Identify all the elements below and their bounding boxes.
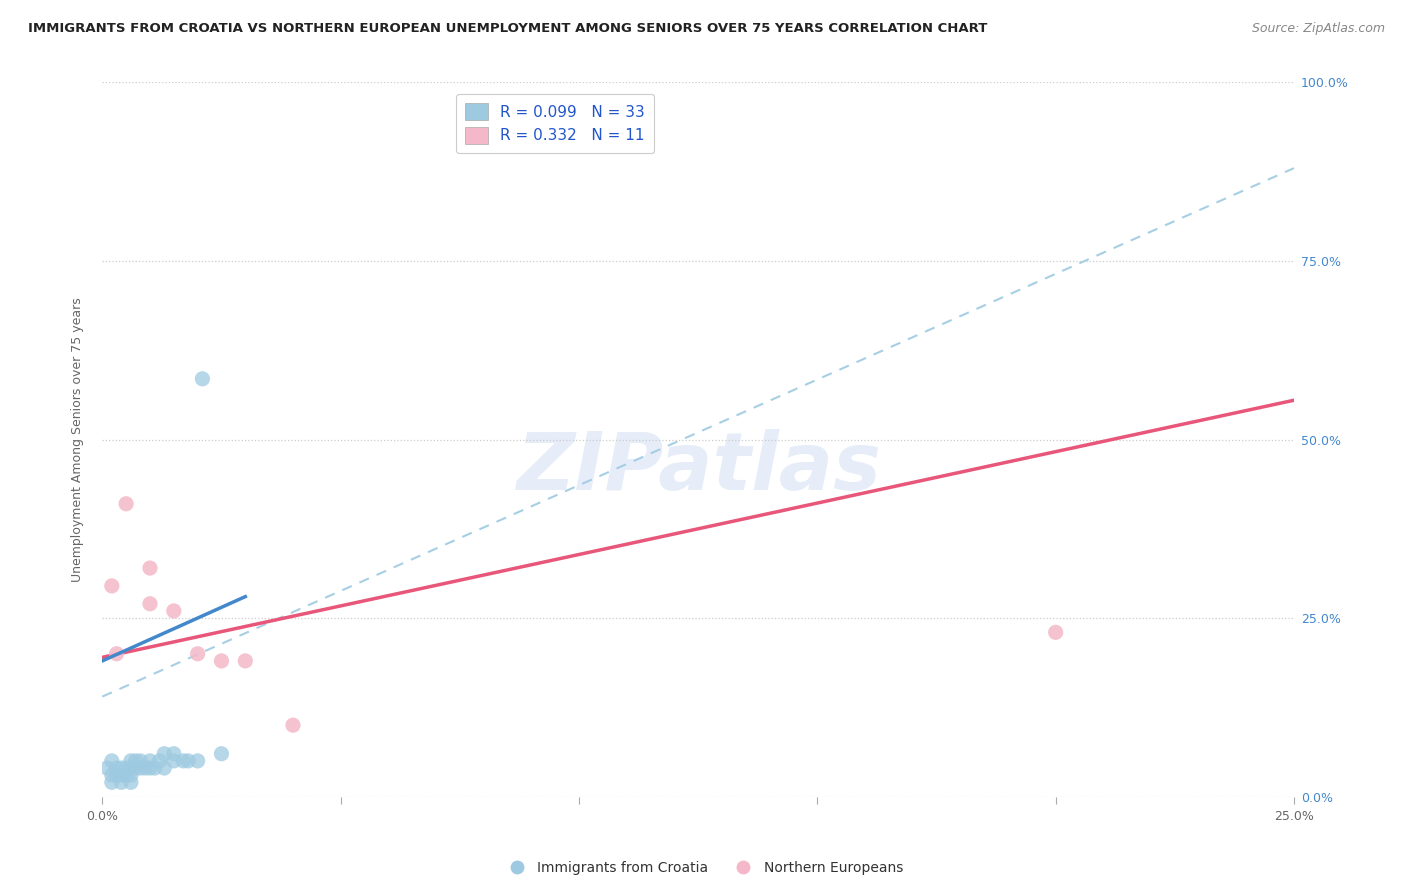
- Point: [139, 597, 162, 611]
- Text: IMMIGRANTS FROM CROATIA VS NORTHERN EUROPEAN UNEMPLOYMENT AMONG SENIORS OVER 75 : IMMIGRANTS FROM CROATIA VS NORTHERN EURO…: [28, 22, 987, 36]
- Point: [105, 768, 128, 782]
- Point: [96, 761, 118, 775]
- Point: [129, 761, 152, 775]
- Point: [139, 561, 162, 575]
- Point: [153, 747, 176, 761]
- Legend: R = 0.099   N = 33, R = 0.332   N = 11: R = 0.099 N = 33, R = 0.332 N = 11: [456, 94, 654, 153]
- Point: [110, 761, 132, 775]
- Point: [211, 654, 233, 668]
- Point: [105, 761, 128, 775]
- Point: [172, 754, 194, 768]
- Point: [120, 754, 142, 768]
- Point: [139, 754, 162, 768]
- Point: [101, 768, 124, 782]
- Point: [143, 761, 166, 775]
- Point: [101, 579, 124, 593]
- Point: [124, 754, 146, 768]
- Point: [110, 768, 132, 782]
- Point: [163, 747, 186, 761]
- Point: [110, 775, 132, 789]
- Legend: Immigrants from Croatia, Northern Europeans: Immigrants from Croatia, Northern Europe…: [498, 855, 908, 880]
- Point: [124, 761, 146, 775]
- Point: [281, 718, 304, 732]
- Point: [120, 768, 142, 782]
- Point: [177, 754, 200, 768]
- Point: [153, 761, 176, 775]
- Point: [129, 754, 152, 768]
- Text: Source: ZipAtlas.com: Source: ZipAtlas.com: [1251, 22, 1385, 36]
- Point: [101, 775, 124, 789]
- Y-axis label: Unemployment Among Seniors over 75 years: Unemployment Among Seniors over 75 years: [72, 297, 84, 582]
- Point: [120, 761, 142, 775]
- Point: [211, 747, 233, 761]
- Point: [191, 372, 214, 386]
- Point: [187, 647, 209, 661]
- Point: [187, 754, 209, 768]
- Point: [148, 754, 170, 768]
- Point: [139, 761, 162, 775]
- Point: [101, 754, 124, 768]
- Point: [105, 647, 128, 661]
- Point: [1045, 625, 1067, 640]
- Point: [233, 654, 256, 668]
- Point: [163, 604, 186, 618]
- Point: [115, 497, 138, 511]
- Point: [115, 761, 138, 775]
- Text: ZIPatlas: ZIPatlas: [516, 429, 880, 507]
- Point: [134, 761, 156, 775]
- Point: [115, 768, 138, 782]
- Point: [163, 754, 186, 768]
- Point: [120, 775, 142, 789]
